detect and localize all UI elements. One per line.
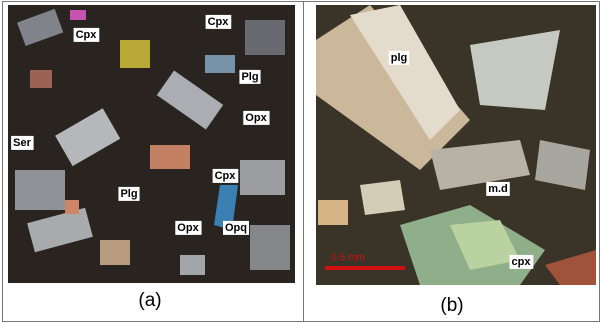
label-text: plg xyxy=(391,52,408,64)
micrograph-b xyxy=(316,5,596,285)
label-text: Ser xyxy=(13,137,31,149)
label-text: Plg xyxy=(241,71,258,83)
label-text: Cpx xyxy=(215,170,237,182)
mineral-label: Ser xyxy=(11,136,33,150)
mineral-label: Opx xyxy=(243,111,269,125)
mineral-label: m.d xyxy=(486,182,510,196)
mineral-label: Plg xyxy=(118,187,139,201)
figure: Cpx Cpx Plg Opx Ser Plg Cpx Opx Opq plg m.d cpx 0.5 … xyxy=(0,0,603,323)
label-text: Opx xyxy=(245,112,267,124)
mineral-label: Cpx xyxy=(213,169,239,183)
label-text: m.d xyxy=(488,183,508,195)
label-text: Cpx xyxy=(208,16,230,28)
mineral-label: Cpx xyxy=(206,15,232,29)
mineral-label: Opq xyxy=(223,221,249,235)
caption: (a) xyxy=(138,290,161,311)
mineral-label: plg xyxy=(389,51,410,65)
micrograph-a xyxy=(8,5,295,283)
label-text: cpx xyxy=(512,256,532,268)
mineral-label: Cpx xyxy=(74,28,100,42)
label-text: Plg xyxy=(120,188,137,200)
mineral-label: Plg xyxy=(239,70,260,84)
label-text: Opq xyxy=(225,222,247,234)
scale-label: 0.5 mm xyxy=(331,253,364,264)
mineral-label: Opx xyxy=(175,221,201,235)
label-text: Cpx xyxy=(76,29,98,41)
caption: (b) xyxy=(440,295,463,316)
label-text: Opx xyxy=(177,222,199,234)
mineral-label: cpx xyxy=(510,255,534,269)
